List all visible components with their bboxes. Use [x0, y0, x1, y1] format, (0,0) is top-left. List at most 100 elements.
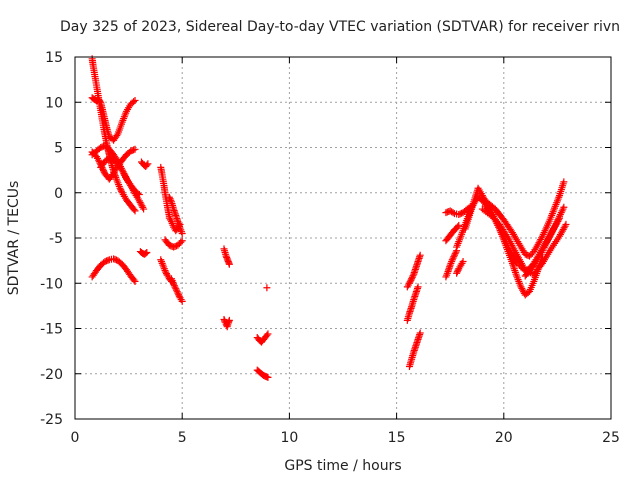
series-arc-g	[157, 163, 173, 220]
data-point	[549, 227, 557, 235]
data-point	[405, 279, 413, 287]
data-point	[143, 161, 151, 169]
data-point	[174, 289, 182, 297]
series-arc-w	[453, 258, 467, 277]
data-point	[552, 221, 560, 229]
x-tick-label: 25	[602, 430, 620, 446]
axes: 0 5 10 15 20 25 15 10 5 0 -5 -10 -15 -20 -25	[40, 50, 620, 446]
data-point	[172, 286, 180, 294]
data-point	[407, 276, 415, 284]
x-tick-label: 5	[178, 430, 187, 446]
data-point	[550, 225, 558, 233]
data-point	[408, 273, 416, 281]
data-point	[263, 331, 271, 339]
data-point	[264, 330, 272, 338]
data-point	[453, 268, 461, 276]
data-point	[550, 224, 558, 232]
data-point	[503, 232, 511, 240]
data-point	[453, 269, 461, 277]
y-axis-title: SDTVAR / TECUs	[6, 181, 22, 296]
data-point	[547, 230, 555, 238]
data-point	[131, 277, 139, 285]
data-point	[178, 237, 186, 245]
data-point	[554, 217, 562, 225]
data-point	[519, 286, 527, 294]
data-point	[452, 248, 460, 256]
series-arc-ab	[478, 205, 570, 278]
series-arc-u	[442, 247, 461, 281]
data-point	[541, 242, 549, 250]
series-arc-z	[461, 184, 546, 299]
data-point	[144, 160, 152, 168]
series-arc-e	[137, 158, 152, 171]
series-arc-s	[403, 283, 422, 324]
data-point	[170, 282, 178, 290]
data-point	[178, 229, 186, 237]
data-point	[455, 221, 463, 229]
data-point	[459, 258, 467, 266]
data-point	[128, 185, 136, 193]
data-point	[450, 251, 458, 259]
y-tick-label: -25	[40, 412, 63, 428]
data-point	[510, 265, 518, 273]
x-tick-label: 20	[495, 430, 513, 446]
chart-title: Day 325 of 2023, Sidereal Day-to-day VTE…	[60, 19, 620, 35]
data-point	[130, 205, 138, 213]
data-point	[120, 169, 128, 177]
data-point	[511, 267, 519, 275]
data-point	[537, 235, 545, 243]
series-arc-n	[220, 315, 233, 331]
data-point	[119, 168, 127, 176]
data-point	[416, 329, 424, 337]
data-point	[130, 146, 138, 154]
data-point	[137, 200, 145, 208]
data-point	[517, 283, 525, 291]
series-arc-v	[442, 221, 463, 245]
series-arc-t	[405, 329, 424, 371]
data-point	[165, 193, 173, 201]
data-point	[406, 278, 414, 286]
y-tick-label: 15	[45, 50, 63, 66]
y-tick-label: 0	[54, 186, 63, 202]
data-point	[450, 253, 458, 261]
x-tick-label: 0	[71, 430, 80, 446]
series-arc-f	[136, 248, 151, 258]
x-tick-label: 15	[388, 430, 406, 446]
data-point	[443, 269, 451, 277]
series-arc-r	[403, 251, 424, 291]
data-point	[138, 202, 146, 210]
y-tick-label: -5	[49, 231, 63, 247]
series-arc-l	[167, 275, 186, 305]
data-point	[166, 195, 174, 203]
series-arc-x	[442, 202, 476, 218]
data-point	[551, 222, 559, 230]
data-point	[545, 234, 553, 242]
data-point	[543, 239, 551, 247]
data-point	[538, 247, 546, 255]
series-arc-k	[161, 236, 186, 251]
data-point	[544, 237, 552, 245]
data-point	[96, 97, 104, 105]
series-arc-a-upper	[88, 94, 139, 144]
series-arc-d	[88, 255, 139, 285]
data-point	[556, 214, 564, 222]
data-point	[454, 223, 462, 231]
data-point	[553, 219, 561, 227]
x-tick-label: 10	[280, 430, 298, 446]
data-point	[544, 235, 552, 243]
series-arc-o	[253, 330, 272, 346]
data-point	[116, 184, 124, 192]
data-point	[448, 256, 456, 264]
data-point	[449, 254, 457, 262]
data-point	[171, 283, 179, 291]
data-point	[118, 166, 126, 174]
data-point	[175, 291, 183, 299]
data-point	[548, 229, 556, 237]
data-point	[129, 186, 137, 194]
data-point	[172, 285, 180, 293]
data-point	[538, 234, 546, 242]
data-point	[264, 373, 272, 381]
data-point	[143, 248, 151, 256]
data-point	[414, 283, 422, 291]
data-point	[177, 238, 185, 246]
